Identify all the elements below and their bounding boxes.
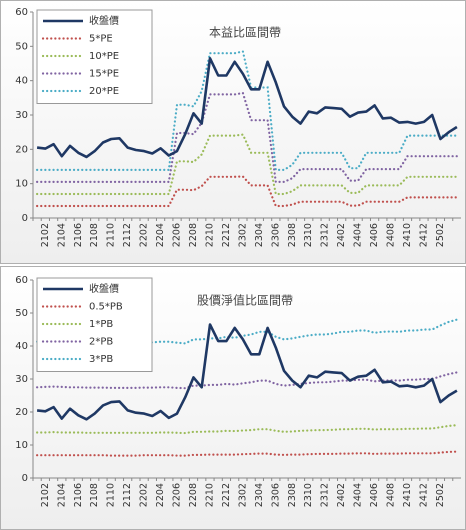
x-tick-label: 2410 — [402, 483, 413, 507]
x-tick-label: 2112 — [122, 223, 133, 247]
x-tick-label: 2208 — [188, 223, 199, 247]
x-tick-label: 2102 — [40, 223, 51, 247]
series-line — [36, 175, 458, 208]
legend-label: 0.5*PB — [89, 302, 123, 313]
x-tick-label: 2106 — [73, 223, 84, 247]
series-line — [36, 50, 458, 171]
x-tick-label: 2110 — [106, 223, 117, 247]
x-tick-label: 2204 — [155, 223, 166, 247]
x-tick-label: 2302 — [237, 223, 248, 247]
x-tick-label: 2306 — [270, 483, 281, 507]
x-tick-label: 2306 — [270, 223, 281, 247]
x-tick-label: 2108 — [89, 223, 100, 247]
x-tick-label: 2412 — [418, 223, 429, 247]
y-tick-label: 30 — [15, 374, 28, 385]
y-tick-label: 30 — [15, 110, 28, 121]
y-tick-label: 0 — [22, 473, 28, 484]
x-tick-label: 2310 — [303, 483, 314, 507]
x-tick-label: 2408 — [386, 483, 397, 507]
x-tick-label: 2310 — [303, 223, 314, 247]
x-tick-label: 2108 — [89, 483, 100, 507]
legend-label: 5*PE — [89, 34, 113, 45]
x-tick-label: 2106 — [73, 483, 84, 507]
x-tick-label: 2212 — [221, 483, 232, 507]
x-tick-label: 2202 — [139, 483, 150, 507]
y-tick-label: 40 — [15, 341, 28, 352]
x-tick-label: 2302 — [237, 483, 248, 507]
chart-title: 股價淨值比區間帶 — [197, 293, 293, 308]
series-line — [36, 57, 458, 159]
x-tick-label: 2502 — [435, 483, 446, 507]
x-tick-label: 2410 — [402, 223, 413, 247]
x-tick-label: 2210 — [204, 483, 215, 507]
legend-label: 10*PE — [89, 51, 119, 62]
legend-label: 20*PE — [89, 86, 119, 97]
y-tick-label: 60 — [15, 275, 28, 286]
x-tick-label: 2404 — [353, 483, 364, 507]
y-tick-label: 40 — [15, 76, 28, 87]
y-tick-label: 10 — [15, 440, 28, 451]
x-tick-label: 2312 — [320, 223, 331, 247]
x-tick-label: 2304 — [254, 483, 265, 507]
x-tick-label: 2112 — [122, 483, 133, 507]
x-tick-label: 2208 — [188, 483, 199, 507]
series-line — [36, 323, 458, 421]
series-line — [36, 91, 458, 183]
y-tick-label: 10 — [15, 179, 28, 190]
legend-label: 15*PE — [89, 69, 119, 80]
x-tick-label: 2402 — [336, 483, 347, 507]
x-tick-label: 2406 — [369, 223, 380, 247]
series-line — [36, 133, 458, 196]
legend-label: 1*PB — [89, 319, 113, 330]
x-tick-label: 2312 — [320, 483, 331, 507]
y-tick-label: 0 — [22, 213, 28, 224]
y-tick-label: 60 — [15, 7, 28, 18]
x-tick-label: 2412 — [418, 483, 429, 507]
legend-label: 2*PB — [89, 337, 113, 348]
x-tick-label: 2404 — [353, 223, 364, 247]
legend-label: 收盤價 — [89, 14, 119, 27]
x-tick-label: 2304 — [254, 223, 265, 247]
x-tick-label: 2104 — [56, 483, 67, 507]
y-tick-label: 20 — [15, 407, 28, 418]
x-tick-label: 2406 — [369, 483, 380, 507]
x-tick-label: 2308 — [287, 483, 298, 507]
series-line — [36, 450, 458, 457]
chart-title: 本益比區間帶 — [209, 26, 281, 40]
x-tick-label: 2102 — [40, 483, 51, 507]
x-tick-label: 2402 — [336, 223, 347, 247]
series-line — [36, 371, 458, 390]
legend-label: 收盤價 — [89, 282, 119, 295]
legend-label: 3*PB — [89, 354, 113, 365]
x-tick-label: 2308 — [287, 223, 298, 247]
x-tick-label: 2206 — [172, 483, 183, 507]
series-line — [36, 424, 458, 435]
x-tick-label: 2212 — [221, 223, 232, 247]
x-tick-label: 2104 — [56, 223, 67, 247]
y-tick-label: 20 — [15, 144, 28, 155]
y-tick-label: 50 — [15, 308, 28, 319]
x-tick-label: 2202 — [139, 223, 150, 247]
x-tick-label: 2408 — [386, 223, 397, 247]
x-tick-label: 2210 — [204, 223, 215, 247]
x-tick-label: 2502 — [435, 223, 446, 247]
x-tick-label: 2206 — [172, 223, 183, 247]
x-tick-label: 2110 — [106, 483, 117, 507]
x-tick-label: 2204 — [155, 483, 166, 507]
y-tick-label: 50 — [15, 41, 28, 52]
